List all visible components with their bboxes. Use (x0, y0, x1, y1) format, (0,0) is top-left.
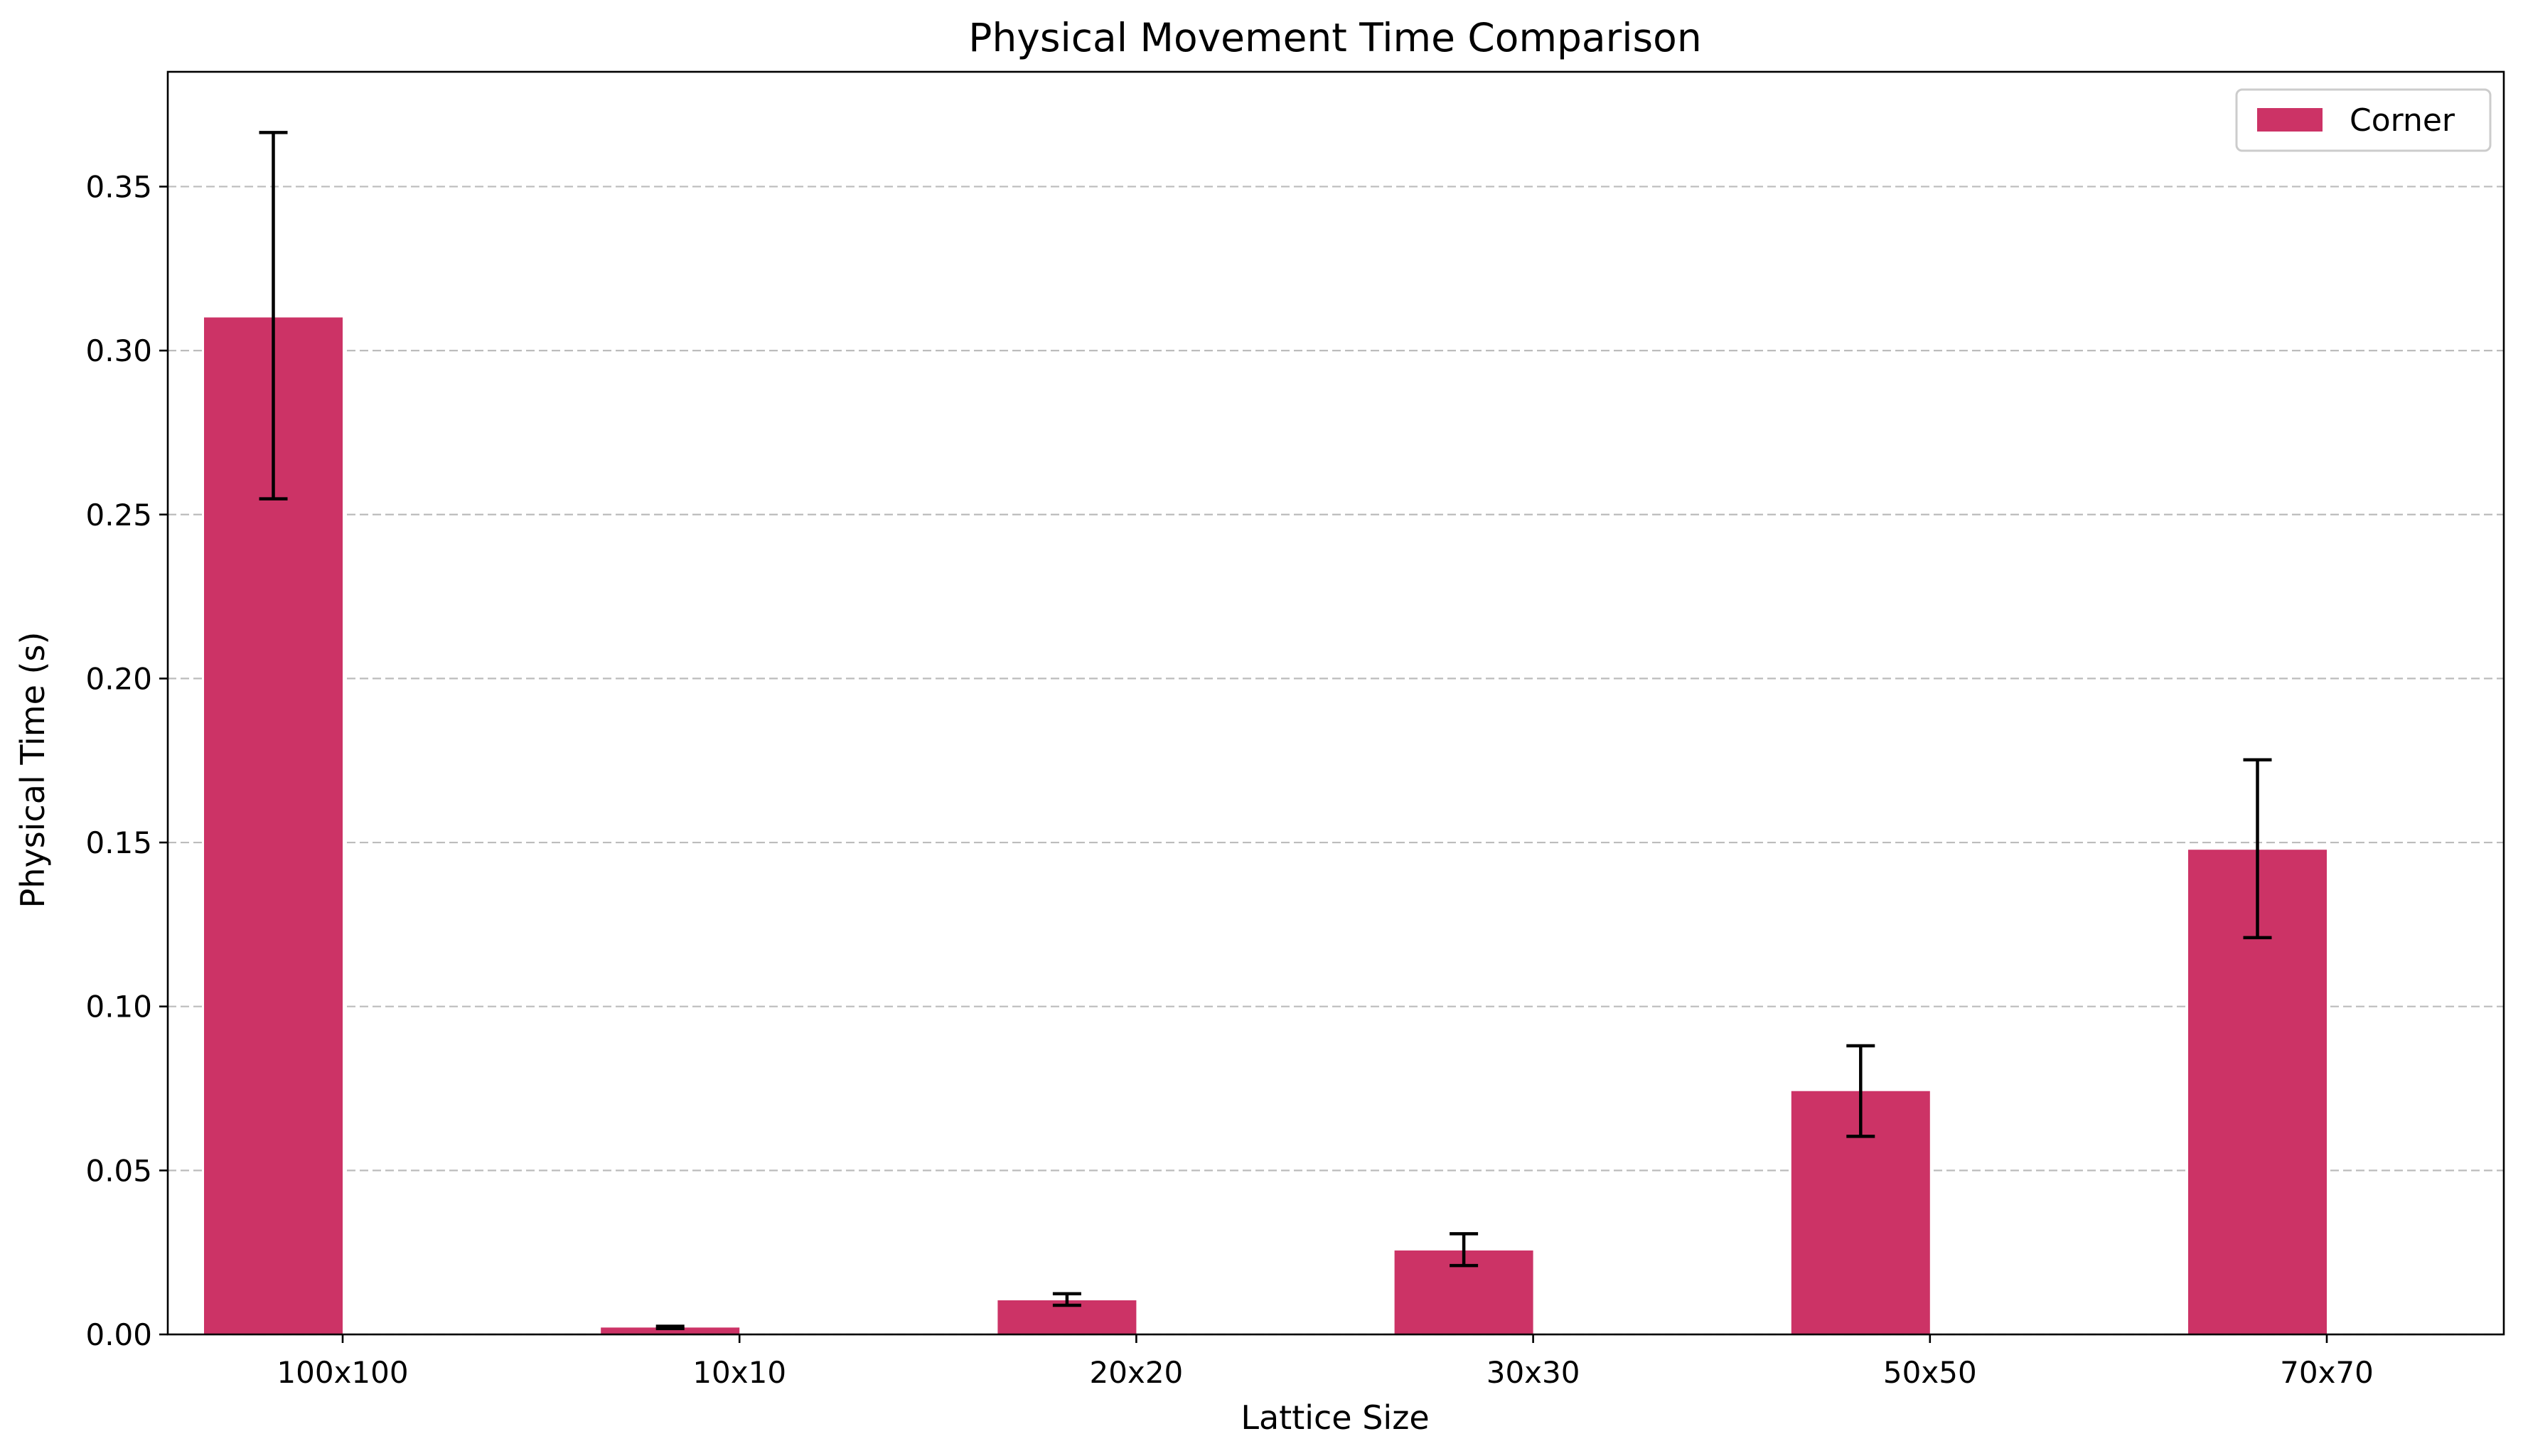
y-tick-label: 0.35 (85, 169, 152, 204)
y-tick-label: 0.05 (85, 1153, 152, 1188)
x-tick-label: 50x50 (1883, 1355, 1977, 1390)
plot-frame (166, 70, 2505, 1336)
gridlines (168, 186, 2504, 1336)
x-tick-label: 20x20 (1090, 1355, 1184, 1390)
x-axis-label: Lattice Size (1241, 1398, 1429, 1437)
y-tick-label: 0.20 (85, 661, 152, 696)
axes (159, 70, 2505, 1343)
legend: Corner (2235, 88, 2492, 152)
y-tick-label: 0.25 (85, 498, 152, 532)
y-tick-label: 0.15 (85, 825, 152, 860)
y-tick-label: 0.30 (85, 333, 152, 368)
y-tick-label: 0.10 (85, 990, 152, 1024)
legend-label-corner: Corner (2350, 102, 2455, 139)
legend-box (2235, 88, 2492, 152)
chart-title: Physical Movement Time Comparison (968, 15, 1701, 60)
error-bars (259, 131, 2272, 1330)
x-tick-label: 70x70 (2280, 1355, 2374, 1390)
x-tick-label: 30x30 (1487, 1355, 1580, 1390)
x-tick-label: 100x100 (277, 1355, 408, 1390)
y-tick-label: 0.00 (85, 1317, 152, 1352)
x-tick-label: 10x10 (692, 1355, 786, 1390)
bar-10x10 (601, 1327, 740, 1334)
tick-labels: 0.00 0.05 0.10 0.15 0.20 0.25 0.30 0.35 100x100 1… (85, 169, 2373, 1390)
y-axis-label: Physical Time (s) (14, 632, 52, 909)
legend-swatch (2257, 108, 2323, 132)
